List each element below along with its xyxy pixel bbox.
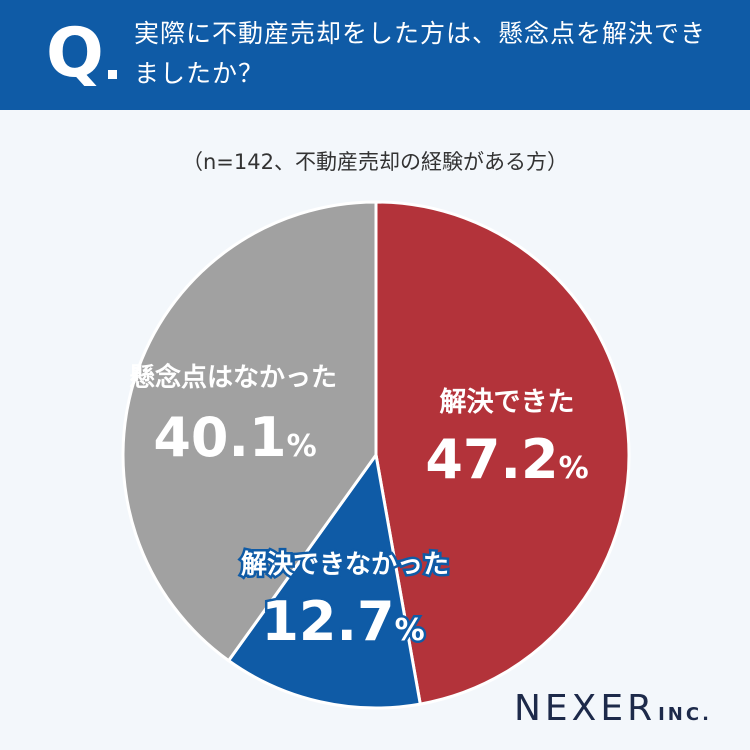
header-bar: Q 実際に不動産売却をした方は、懸念点を解決できましたか？ (0, 0, 750, 110)
label-not-solved: 解決できなかった (241, 550, 449, 580)
value-no-concern: 40.1% (153, 406, 316, 469)
value-solved-number: 47.2 (425, 428, 558, 491)
value-solved: 47.2% (425, 428, 588, 491)
question-text: 実際に不動産売却をした方は、懸念点を解決できましたか？ (134, 19, 707, 88)
q-mark: Q (46, 14, 104, 93)
value-not-solved: 12.7% (261, 590, 424, 653)
value-solved-unit: % (559, 451, 589, 486)
sample-note: （n=142、不動産売却の経験がある方） (182, 150, 568, 174)
slice-solved (374, 200, 631, 706)
slice-no-concern (121, 200, 378, 663)
logo-sub: INC. (658, 704, 712, 725)
label-no-concern: 懸念点はなかった (129, 362, 337, 393)
value-not-solved-number: 12.7 (261, 590, 394, 653)
label-solved: 解決できた (440, 387, 575, 418)
nexer-logo: NEXER INC. (514, 688, 712, 729)
slice-not-solved (227, 453, 422, 710)
value-no-concern-number: 40.1 (153, 406, 286, 469)
logo-main: NEXER (514, 688, 657, 729)
q-dot (108, 70, 117, 79)
value-not-solved-unit: % (395, 613, 425, 648)
value-no-concern-unit: % (287, 429, 317, 464)
